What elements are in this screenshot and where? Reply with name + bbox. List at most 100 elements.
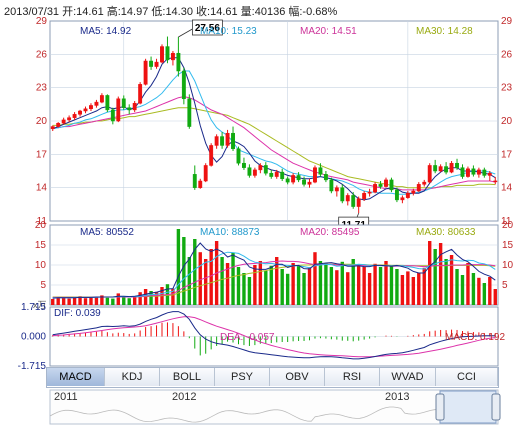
price-ma-legend: MA5: 14.92 xyxy=(80,26,132,37)
candle-body xyxy=(83,108,88,112)
tab-kdj[interactable]: KDJ xyxy=(105,368,160,386)
macd-tick-left: 1.715 xyxy=(21,302,46,313)
volume-ma-legend: MA10: 88873 xyxy=(200,227,260,238)
quote-header: 2013/07/31 开:14.61 高:14.97 低:14.30 收:14.… xyxy=(4,6,338,18)
volume-bar xyxy=(438,243,443,305)
candle-body xyxy=(192,174,197,188)
volume-bar xyxy=(384,261,388,305)
volume-bar xyxy=(411,277,416,305)
volume-bar xyxy=(94,297,99,305)
candle-body xyxy=(89,105,93,110)
candle-body xyxy=(176,52,181,72)
candle-body xyxy=(373,184,378,193)
volume-tick-left: 20 xyxy=(35,220,47,231)
candle-body xyxy=(433,165,438,172)
volume-bar xyxy=(367,273,372,305)
candle-body xyxy=(438,166,443,172)
volume-bar xyxy=(220,257,224,305)
candle-body xyxy=(263,165,268,174)
volume-bar xyxy=(149,291,153,305)
candle-body xyxy=(127,107,132,111)
navigator-left-handle[interactable] xyxy=(435,393,445,421)
candle-body xyxy=(340,187,345,202)
volume-bar xyxy=(280,269,284,305)
candle-body xyxy=(345,195,350,202)
volume-bar xyxy=(111,298,115,305)
candle-body xyxy=(78,110,82,115)
volume-bar xyxy=(187,257,192,305)
volume-bar xyxy=(466,263,470,305)
volume-bar xyxy=(455,269,459,305)
candle-body xyxy=(291,175,296,183)
candle-body xyxy=(329,179,334,192)
candle-body xyxy=(252,169,257,176)
candle-body xyxy=(143,60,148,85)
volume-bar xyxy=(471,273,476,305)
candle-body xyxy=(378,184,383,187)
candle-body xyxy=(334,187,339,192)
volume-bar xyxy=(264,271,268,305)
candle-body xyxy=(231,132,235,150)
candle-body xyxy=(121,98,126,108)
volume-bar xyxy=(51,299,55,305)
max-price-label: 27.56 xyxy=(195,23,220,34)
tab-rsi[interactable]: RSI xyxy=(325,368,380,386)
volume-bar xyxy=(378,267,383,305)
volume-bar xyxy=(198,252,202,305)
candle-body xyxy=(367,191,372,194)
navigator-right-handle[interactable] xyxy=(491,393,501,421)
navigator-year-label: 2011 xyxy=(54,391,78,403)
volume-bar xyxy=(105,297,110,305)
price-tick-left: 23 xyxy=(36,83,48,94)
volume-bar xyxy=(78,296,82,305)
volume-bar xyxy=(428,241,432,305)
volume-bar xyxy=(449,255,454,305)
candle-body xyxy=(394,189,399,201)
volume-bar xyxy=(460,275,465,305)
volume-bar xyxy=(116,293,120,305)
candle-body xyxy=(94,101,99,106)
candle-body xyxy=(72,114,77,118)
candle-body xyxy=(50,126,55,130)
candle-body xyxy=(110,109,115,122)
tab-boll[interactable]: BOLL xyxy=(160,368,215,386)
candle-body xyxy=(138,84,143,104)
candle-body xyxy=(362,192,367,200)
navigator-selection-window xyxy=(439,390,497,424)
candle-body xyxy=(313,167,317,183)
price-ma5-line xyxy=(52,57,496,201)
volume-bar xyxy=(193,239,197,305)
price-ma30-line xyxy=(52,107,496,189)
tab-cci[interactable]: CCI xyxy=(436,368,498,386)
volume-bar xyxy=(444,259,448,305)
volume-bar xyxy=(138,292,142,305)
candle-body xyxy=(280,171,285,180)
volume-tick-right: 15 xyxy=(502,240,514,251)
indicator-tab-bar xyxy=(46,367,499,388)
candle-body xyxy=(203,165,208,182)
tab-wvad[interactable]: WVAD xyxy=(380,368,436,386)
volume-bar xyxy=(482,283,487,305)
volume-bar xyxy=(373,263,377,305)
price-ma-legend: MA30: 14.28 xyxy=(416,26,473,37)
dif-legend: DIF: 0.039 xyxy=(54,308,101,319)
candle-body xyxy=(318,167,323,175)
candle-body xyxy=(170,52,175,61)
candle-body xyxy=(351,195,356,207)
candle-body xyxy=(493,180,498,183)
macd-legend: MACD: 0.192 xyxy=(445,332,505,343)
volume-tick-left: 15 xyxy=(35,240,47,251)
navigator-year-label: 2012 xyxy=(172,391,196,403)
price-tick-left: 11 xyxy=(37,216,48,227)
volume-bar xyxy=(89,297,93,305)
tab-psy[interactable]: PSY xyxy=(215,368,270,386)
price-ma-legend: MA10: 15.23 xyxy=(200,26,257,37)
tab-obv[interactable]: OBV xyxy=(270,368,325,386)
dif-line xyxy=(52,311,496,360)
price-ma-legend: MA20: 14.51 xyxy=(300,26,357,37)
volume-ma-legend: MA30: 80633 xyxy=(416,227,476,238)
volume-bar xyxy=(493,289,497,305)
tab-macd[interactable]: MACD xyxy=(47,368,105,386)
price-tick-right: 23 xyxy=(501,83,513,94)
volume-bar xyxy=(72,297,77,305)
